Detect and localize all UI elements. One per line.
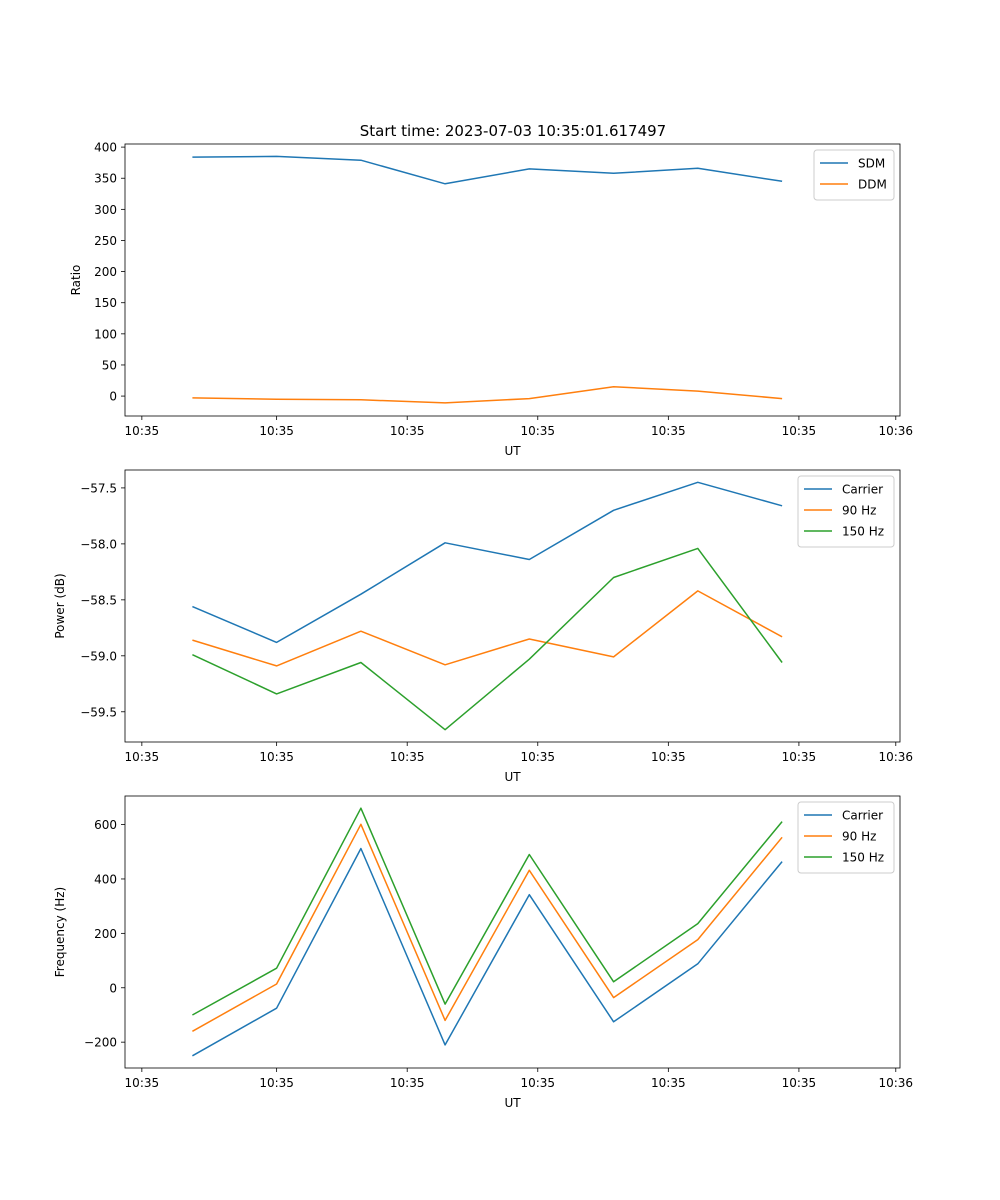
x-tick-label: 10:36: [878, 424, 913, 438]
legend-label: 150 Hz: [842, 851, 884, 865]
legend-label: 90 Hz: [842, 504, 876, 518]
y-tick-label: 200: [94, 927, 117, 941]
axes-frame: [124, 143, 901, 417]
y-tick-label: −58.0: [80, 537, 117, 551]
x-tick-label: 10:35: [390, 750, 425, 764]
y-tick-label: 200: [94, 265, 117, 279]
series-line-carrier: [192, 847, 783, 1057]
x-tick-label: 10:36: [878, 750, 913, 764]
y-tick-label: 400: [94, 872, 117, 886]
legend-label: 90 Hz: [842, 830, 876, 844]
legend: Carrier 90 Hz 150 Hz: [797, 475, 895, 548]
x-tick-label: 10:35: [782, 424, 817, 438]
x-tick-label: 10:35: [125, 424, 160, 438]
y-tick-label: 0: [109, 390, 117, 404]
y-tick-label: −59.0: [80, 649, 117, 663]
series-line-90-hz: [192, 590, 783, 667]
x-tick-label: 10:35: [651, 1076, 686, 1090]
y-tick-label: 50: [102, 358, 117, 372]
legend: Carrier 90 Hz 150 Hz: [797, 801, 895, 874]
axes-frame: [124, 469, 901, 743]
x-tick-label: 10:35: [782, 1076, 817, 1090]
chart-1: 10:35 10:35 10:35 10:35 10:35 10:35 10:36 0 50 10…: [69, 141, 913, 458]
axes-frame: [124, 795, 901, 1069]
legend-label: DDM: [858, 178, 887, 192]
x-tick-label: 10:35: [259, 424, 294, 438]
y-tick-label: 0: [109, 981, 117, 995]
legend: SDM DDM: [813, 149, 895, 201]
y-tick-label: −59.5: [80, 705, 117, 719]
legend-label: Carrier: [842, 483, 883, 497]
legend-label: Carrier: [842, 809, 883, 823]
y-tick-label: 600: [94, 818, 117, 832]
x-tick-label: 10:35: [651, 750, 686, 764]
y-tick-label: 150: [94, 296, 117, 310]
series-line-90-hz: [192, 823, 783, 1032]
y-tick-label: −200: [84, 1036, 117, 1050]
x-tick-label: 10:35: [520, 424, 555, 438]
x-tick-label: 10:35: [651, 424, 686, 438]
x-tick-label: 10:35: [125, 1076, 160, 1090]
x-tick-label: 10:35: [520, 1076, 555, 1090]
x-tick-label: 10:36: [878, 1076, 913, 1090]
legend-box: [797, 801, 895, 874]
series-line-150-hz: [192, 547, 783, 731]
y-tick-label: 400: [94, 141, 117, 155]
x-axis-label: UT: [504, 770, 521, 784]
y-tick-label: −57.5: [80, 481, 117, 495]
legend-label: 150 Hz: [842, 525, 884, 539]
y-tick-label: 250: [94, 234, 117, 248]
x-tick-label: 10:35: [390, 424, 425, 438]
x-axis-label: UT: [504, 1096, 521, 1110]
chart-panels: 10:35 10:35 10:35 10:35 10:35 10:35 10:36 0 50 10…: [53, 141, 913, 1110]
y-tick-label: 350: [94, 172, 117, 186]
series-line-ddm: [192, 385, 783, 404]
x-tick-label: 10:35: [259, 750, 294, 764]
x-tick-label: 10:35: [259, 1076, 294, 1090]
chart-3: 10:35 10:35 10:35 10:35 10:35 10:35 10:36 −200 0…: [53, 795, 913, 1110]
y-axis-label: Ratio: [69, 265, 83, 296]
series-line-sdm: [192, 155, 783, 185]
y-axis-label: Frequency (Hz): [53, 887, 67, 978]
x-axis-label: UT: [504, 444, 521, 458]
x-tick-label: 10:35: [390, 1076, 425, 1090]
legend-box: [797, 475, 895, 548]
figure-title: Start time: 2023-07-03 10:35:01.617497: [360, 122, 666, 140]
x-tick-label: 10:35: [520, 750, 555, 764]
y-axis-label: Power (dB): [53, 573, 67, 638]
y-tick-label: 300: [94, 203, 117, 217]
x-tick-label: 10:35: [125, 750, 160, 764]
chart-2: 10:35 10:35 10:35 10:35 10:35 10:35 10:36 −59.5…: [53, 469, 913, 784]
series-line-carrier: [192, 481, 783, 644]
y-tick-label: −58.5: [80, 593, 117, 607]
x-tick-label: 10:35: [782, 750, 817, 764]
y-tick-label: 100: [94, 327, 117, 341]
legend-label: SDM: [858, 157, 885, 171]
series-line-150-hz: [192, 807, 783, 1016]
